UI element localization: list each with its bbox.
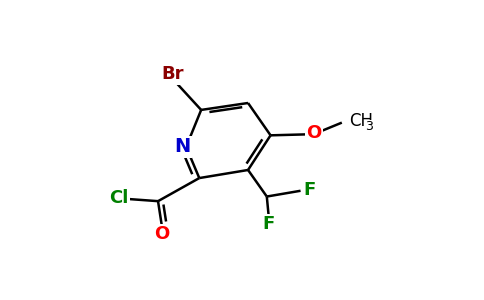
Text: N: N	[174, 137, 191, 156]
Text: O: O	[154, 225, 169, 243]
Text: CH: CH	[349, 112, 373, 130]
Text: F: F	[262, 215, 275, 233]
Text: Br: Br	[162, 65, 184, 83]
Text: Cl: Cl	[109, 189, 128, 207]
Text: F: F	[304, 181, 316, 199]
Text: 3: 3	[365, 120, 373, 133]
Text: O: O	[306, 124, 321, 142]
